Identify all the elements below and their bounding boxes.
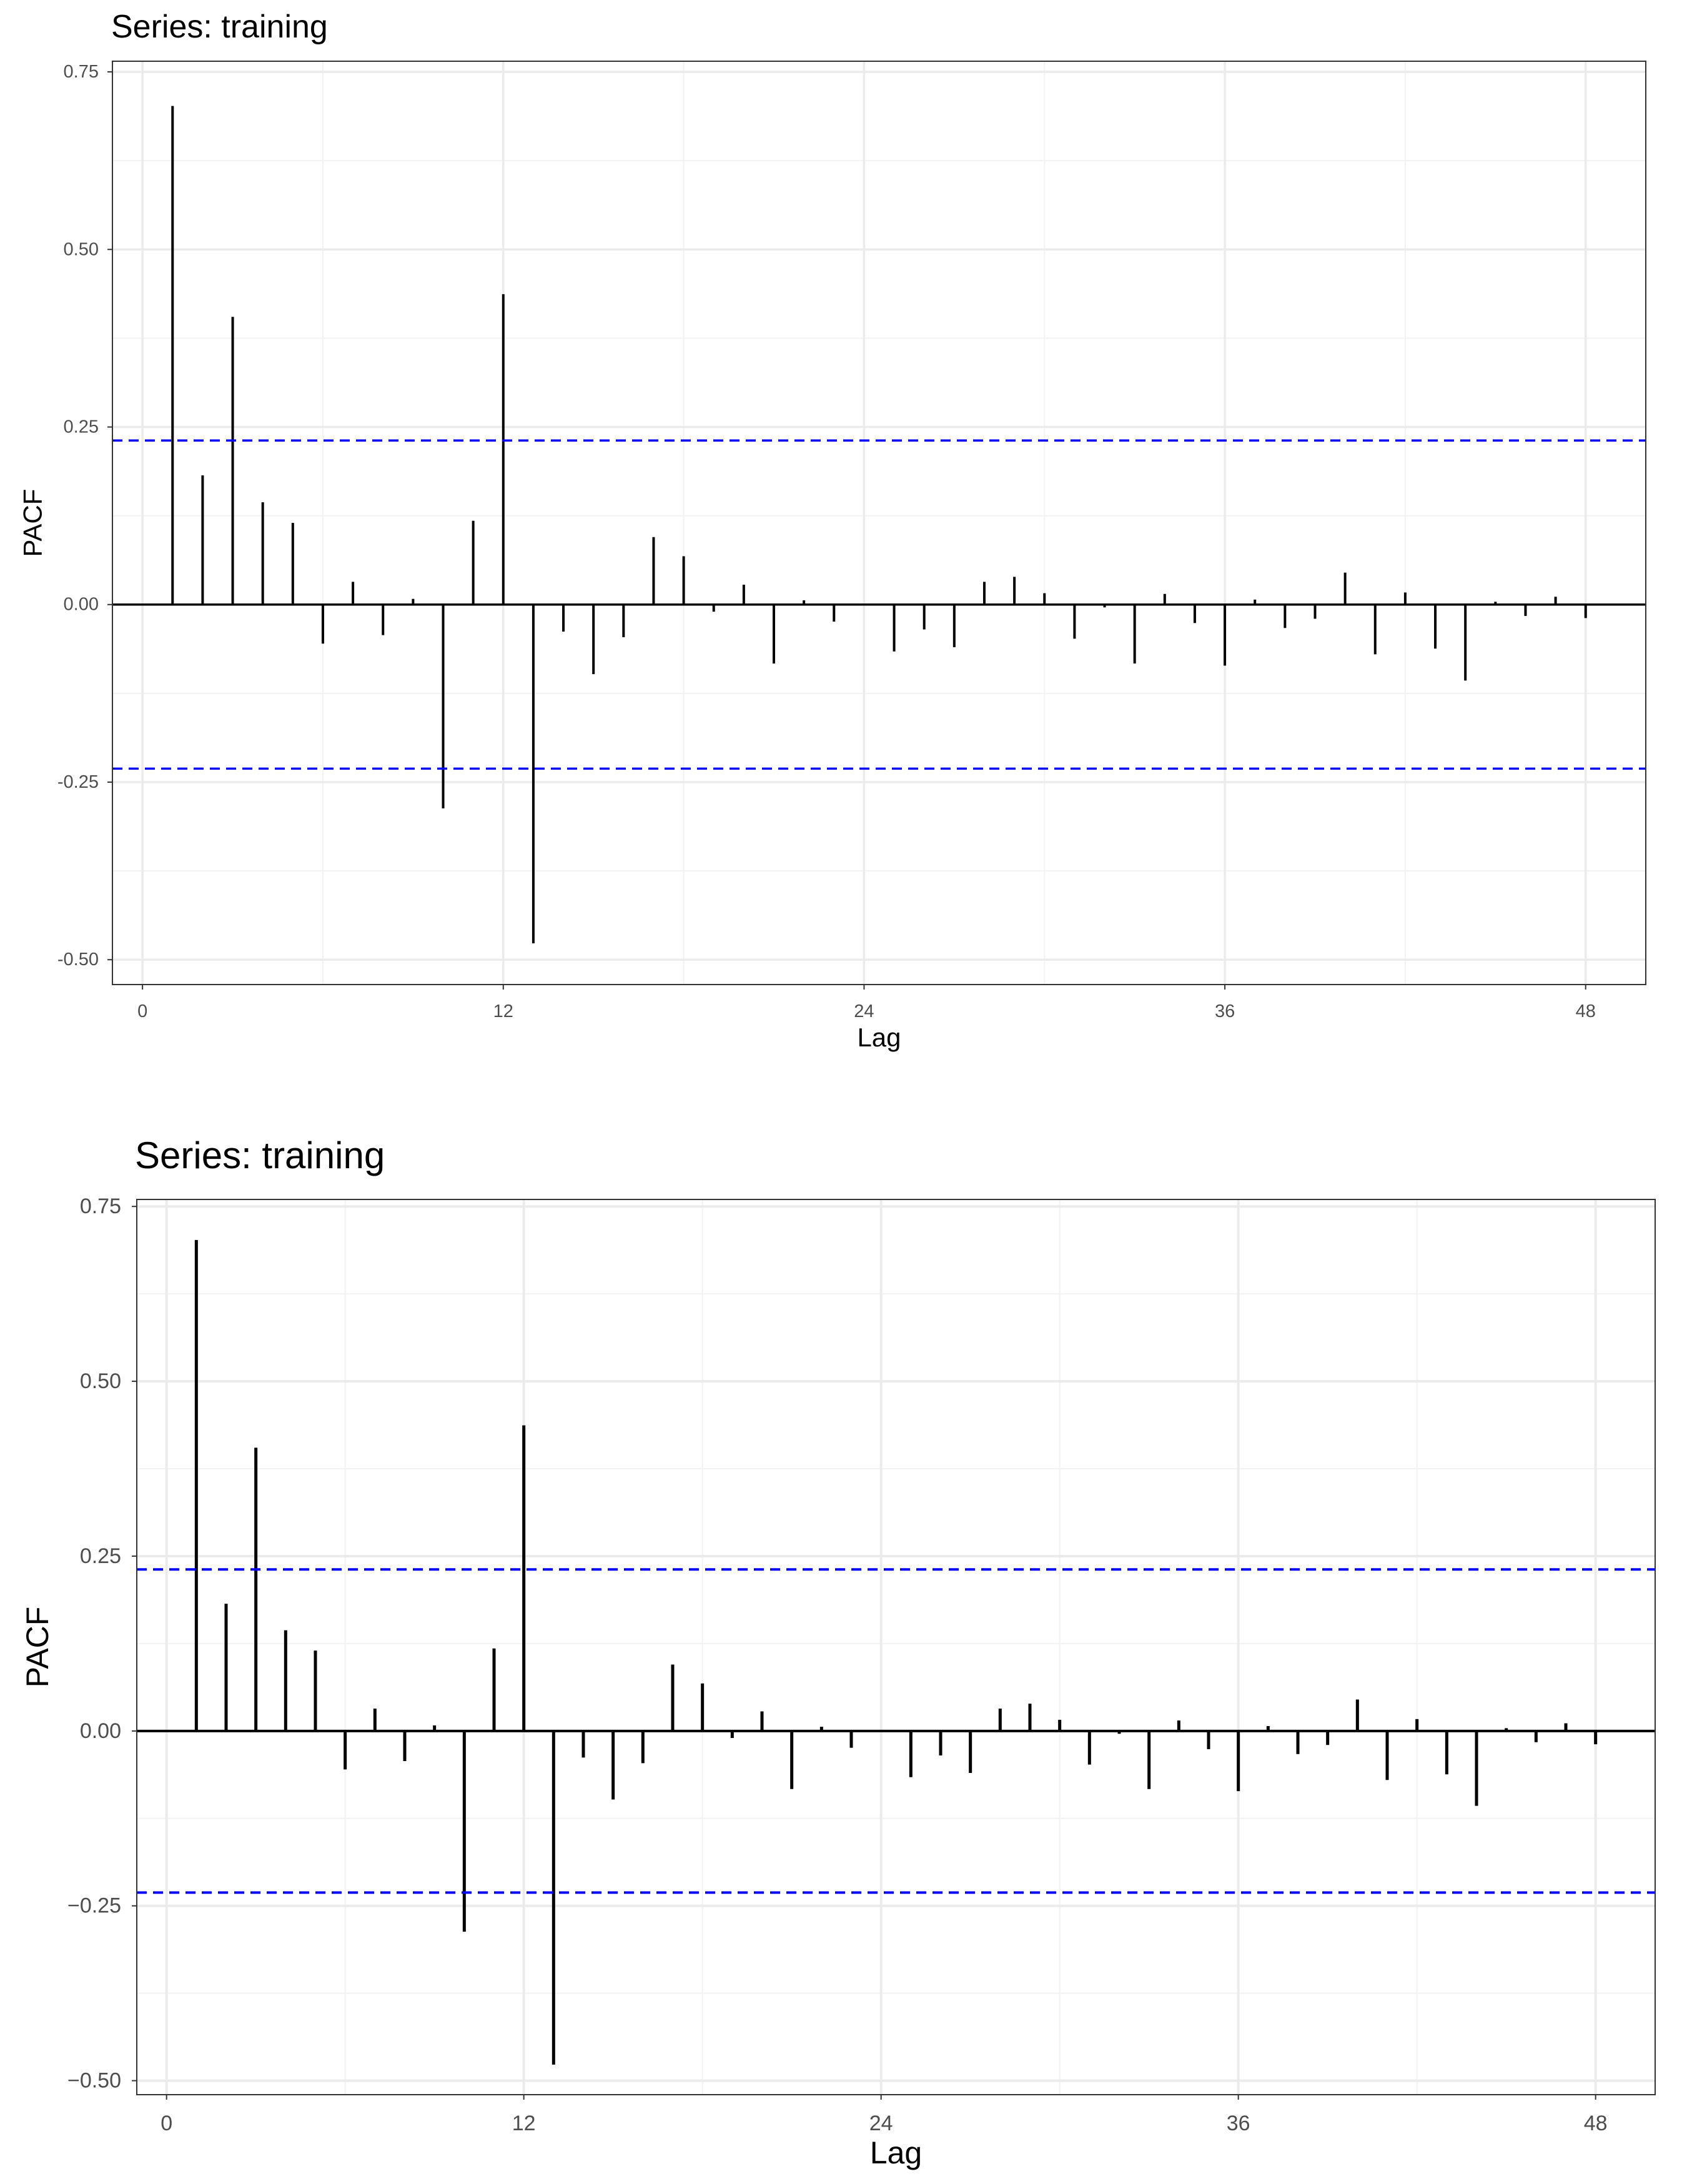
chart-panel-top: -0.50 -0.25 0.00 0.25 0.50 0.75 0 12 24 36 48 Serie… — [0, 0, 1682, 1075]
y-tick-label: 0.00 — [64, 595, 99, 615]
y-tick-label: 0.25 — [64, 417, 99, 437]
y-tick-label: 0.00 — [80, 1719, 121, 1743]
y-tick-label: 0.75 — [64, 62, 99, 82]
y-tick-label: 0.75 — [80, 1194, 121, 1218]
y-tick-label: 0.25 — [80, 1544, 121, 1568]
x-tick-label: 36 — [1227, 2112, 1250, 2135]
x-axis-label: Lag — [870, 2135, 922, 2170]
chart-title: Series: training — [111, 9, 328, 45]
y-axis-label: PACF — [20, 1607, 55, 1688]
x-tick-label: 12 — [493, 1001, 513, 1021]
x-tick-label: 0 — [161, 2112, 172, 2135]
x-tick-label: 0 — [137, 1001, 147, 1021]
x-tick-label: 24 — [869, 2112, 893, 2135]
plot-background — [112, 61, 1646, 985]
plot-background — [137, 1199, 1655, 2095]
x-axis-label: Lag — [857, 1023, 901, 1052]
y-axis-label: PACF — [18, 489, 47, 557]
plot-border — [112, 61, 1646, 985]
chart-panel-bottom: −0.50 −0.25 0.00 0.25 0.50 0.75 0 12 24 36 48 Serie… — [0, 1075, 1682, 2181]
y-tick-label: 0.50 — [64, 239, 99, 259]
plot-border — [136, 1199, 1656, 2095]
x-tick-label: 24 — [854, 1001, 874, 1021]
x-tick-label: 12 — [512, 2112, 536, 2135]
x-tick-label: 36 — [1215, 1001, 1235, 1021]
x-tick-label: 48 — [1576, 1001, 1596, 1021]
pacf-bars — [171, 106, 1587, 944]
pacf-chart-bottom: −0.50 −0.25 0.00 0.25 0.50 0.75 0 12 24 36 48 Serie… — [20, 1134, 1656, 2170]
chart-title: Series: training — [135, 1134, 385, 1176]
y-tick-label: 0.50 — [80, 1369, 121, 1393]
pacf-chart-top: -0.50 -0.25 0.00 0.25 0.50 0.75 0 12 24 36 48 Serie… — [18, 9, 1646, 1052]
x-tick-label: 48 — [1584, 2112, 1608, 2135]
minor-gridlines — [137, 1199, 1655, 2095]
y-tick-label: −0.25 — [67, 1894, 121, 1918]
y-tick-label: −0.50 — [67, 2069, 121, 2093]
minor-gridlines — [112, 61, 1646, 985]
y-tick-label: -0.50 — [57, 950, 99, 970]
y-tick-label: -0.25 — [57, 772, 99, 792]
